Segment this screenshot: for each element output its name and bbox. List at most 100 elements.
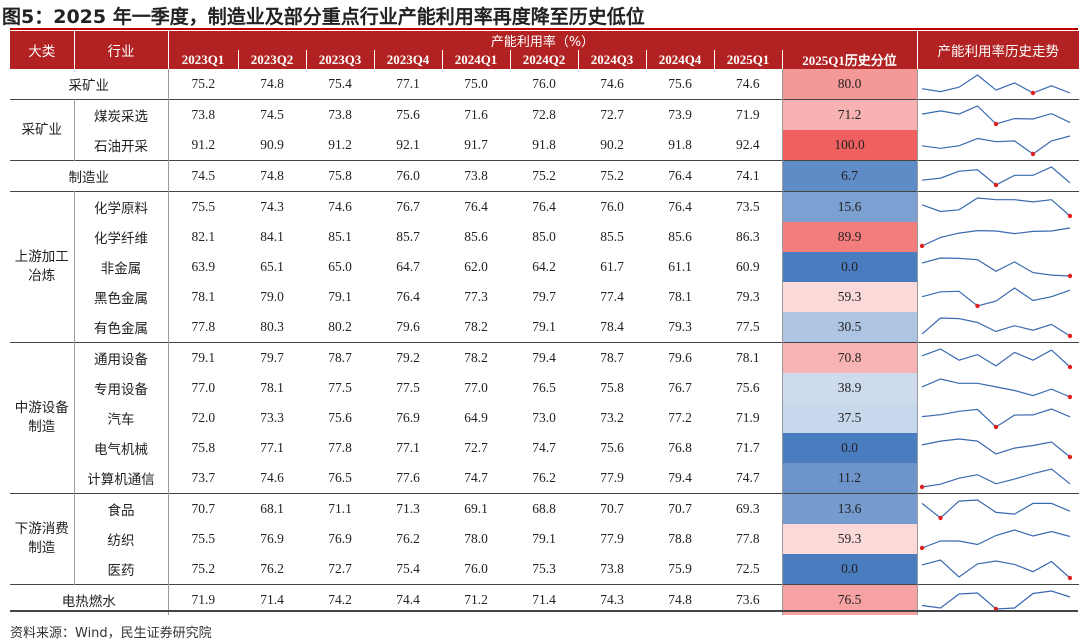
value-cell: 75.5 — [191, 531, 216, 546]
industry-label: 计算机通信 — [74, 463, 169, 494]
sparkline — [921, 317, 1072, 339]
sparkline-path — [921, 348, 1070, 368]
value-cell: 77.8 — [735, 531, 760, 546]
value-cell: 71.4 — [238, 584, 306, 615]
value-cell: 77.1 — [260, 440, 284, 455]
trend-cell — [917, 130, 1079, 161]
sparkline-min-point — [993, 424, 998, 430]
value-cell: 85.6 — [668, 229, 692, 244]
value-cell: 76.8 — [668, 440, 692, 455]
sparkline-min-point — [1067, 333, 1072, 339]
value-cell: 74.5 — [168, 160, 238, 192]
industry-label: 黑色金属 — [74, 282, 169, 312]
bottom-rule — [10, 610, 1078, 612]
value-cell: 74.6 — [600, 76, 624, 91]
table-row: 电热燃水 71.9 71.4 74.2 74.4 71.2 71.4 74.3 74.8 73.6… — [10, 584, 1079, 615]
value-cell: 77.2 — [668, 410, 692, 425]
value-cell: 75.2 — [191, 76, 216, 91]
value-cell: 74.8 — [238, 160, 306, 192]
value-cell: 79.3 — [735, 289, 760, 304]
value-cell: 75.9 — [668, 561, 692, 576]
sparkline-min-point — [937, 515, 943, 521]
value-cell: 75.8 — [306, 160, 374, 192]
value-cell: 65.1 — [260, 259, 284, 274]
header-quarter: 2023Q4 — [374, 50, 443, 69]
percentile-cell: 30.5 — [781, 312, 918, 343]
sparkline-min-point — [1067, 454, 1072, 460]
table-row: 专用设备 77.0 78.1 77.5 77.5 77.0 76.5 75.8 76.7 75.6… — [10, 373, 1079, 403]
header-group: 产能利用率（%） — [168, 31, 918, 50]
table-row: 采矿业 75.2 74.8 75.4 77.1 75.0 76.0 74.6 75.6 74.6 8… — [10, 69, 1079, 100]
sparkline-path — [921, 227, 1070, 247]
industry-label: 煤炭采选 — [74, 99, 169, 130]
industry-label: 食品 — [74, 493, 169, 524]
industry-label: 化学原料 — [74, 191, 169, 222]
value-cell: 77.4 — [600, 289, 624, 304]
trend-cell — [917, 433, 1079, 463]
value-cell: 76.0 — [464, 561, 488, 576]
value-cell: 77.5 — [396, 380, 420, 395]
table-row: 有色金属 77.8 80.3 80.2 79.6 78.2 79.1 78.4 79.3 77.5… — [10, 312, 1079, 343]
trend-cell — [917, 554, 1079, 585]
header-quarter: 2023Q3 — [306, 50, 375, 69]
percentile-cell: 13.6 — [781, 493, 918, 524]
value-cell: 77.6 — [396, 470, 420, 485]
value-cell: 77.0 — [464, 380, 488, 395]
value-cell: 76.4 — [396, 289, 420, 304]
trend-cell — [917, 99, 1079, 130]
percentile-cell: 89.9 — [781, 222, 918, 252]
sparkline-path — [921, 74, 1070, 94]
value-cell: 75.0 — [464, 76, 488, 91]
value-cell: 77.9 — [600, 531, 624, 546]
value-cell: 78.2 — [464, 319, 488, 334]
value-cell: 73.6 — [714, 584, 782, 615]
trend-cell — [917, 191, 1079, 222]
value-cell: 61.1 — [668, 259, 692, 274]
value-cell: 71.9 — [714, 99, 782, 130]
value-cell: 91.8 — [668, 137, 692, 152]
percentile-cell: 38.9 — [781, 373, 918, 403]
value-cell: 78.4 — [600, 319, 624, 334]
sparkline-min-point — [919, 243, 924, 249]
trend-cell — [917, 160, 1079, 192]
trend-cell — [917, 403, 1079, 433]
industry-label: 汽车 — [74, 403, 169, 433]
value-cell: 62.0 — [464, 259, 488, 274]
sparkline-path — [921, 257, 1070, 277]
sparkline-path — [921, 166, 1070, 186]
value-cell: 74.1 — [714, 160, 782, 192]
value-cell: 76.7 — [374, 191, 442, 222]
value-cell: 91.2 — [191, 137, 216, 152]
header-quarter: 2023Q2 — [238, 50, 307, 69]
value-cell: 77.5 — [328, 380, 352, 395]
value-cell: 76.9 — [396, 410, 420, 425]
value-cell: 74.7 — [735, 470, 760, 485]
value-cell: 79.1 — [532, 319, 556, 334]
value-cell: 79.2 — [374, 342, 442, 373]
sparkline-min-point — [1067, 364, 1072, 370]
value-cell: 74.6 — [306, 191, 374, 222]
value-cell: 73.2 — [600, 410, 624, 425]
sparkline-path — [921, 499, 1070, 519]
trend-cell — [917, 222, 1079, 252]
value-cell: 73.8 — [306, 99, 374, 130]
value-cell: 74.5 — [238, 99, 306, 130]
percentile-cell: 11.2 — [781, 463, 918, 494]
trend-cell — [917, 524, 1079, 554]
value-cell: 69.3 — [714, 493, 782, 524]
industry-label: 医药 — [74, 554, 169, 585]
sparkline — [921, 438, 1072, 460]
group-label: 下游消费制造 — [10, 493, 75, 585]
percentile-cell: 70.8 — [781, 342, 918, 373]
sparkline-min-point — [1030, 90, 1035, 96]
value-cell: 75.6 — [328, 410, 352, 425]
value-cell: 76.2 — [396, 531, 420, 546]
value-cell: 78.1 — [260, 380, 284, 395]
sparkline-path — [921, 135, 1070, 155]
sparkline — [921, 197, 1072, 219]
sparkline-min-point — [974, 303, 980, 309]
percentile-cell: 76.5 — [781, 584, 918, 615]
table-row: 中游设备制造 通用设备 79.1 79.7 78.7 79.2 78.2 79.4 78.7 79… — [10, 342, 1079, 494]
value-cell: 77.8 — [191, 319, 216, 334]
value-cell: 75.4 — [328, 76, 352, 91]
